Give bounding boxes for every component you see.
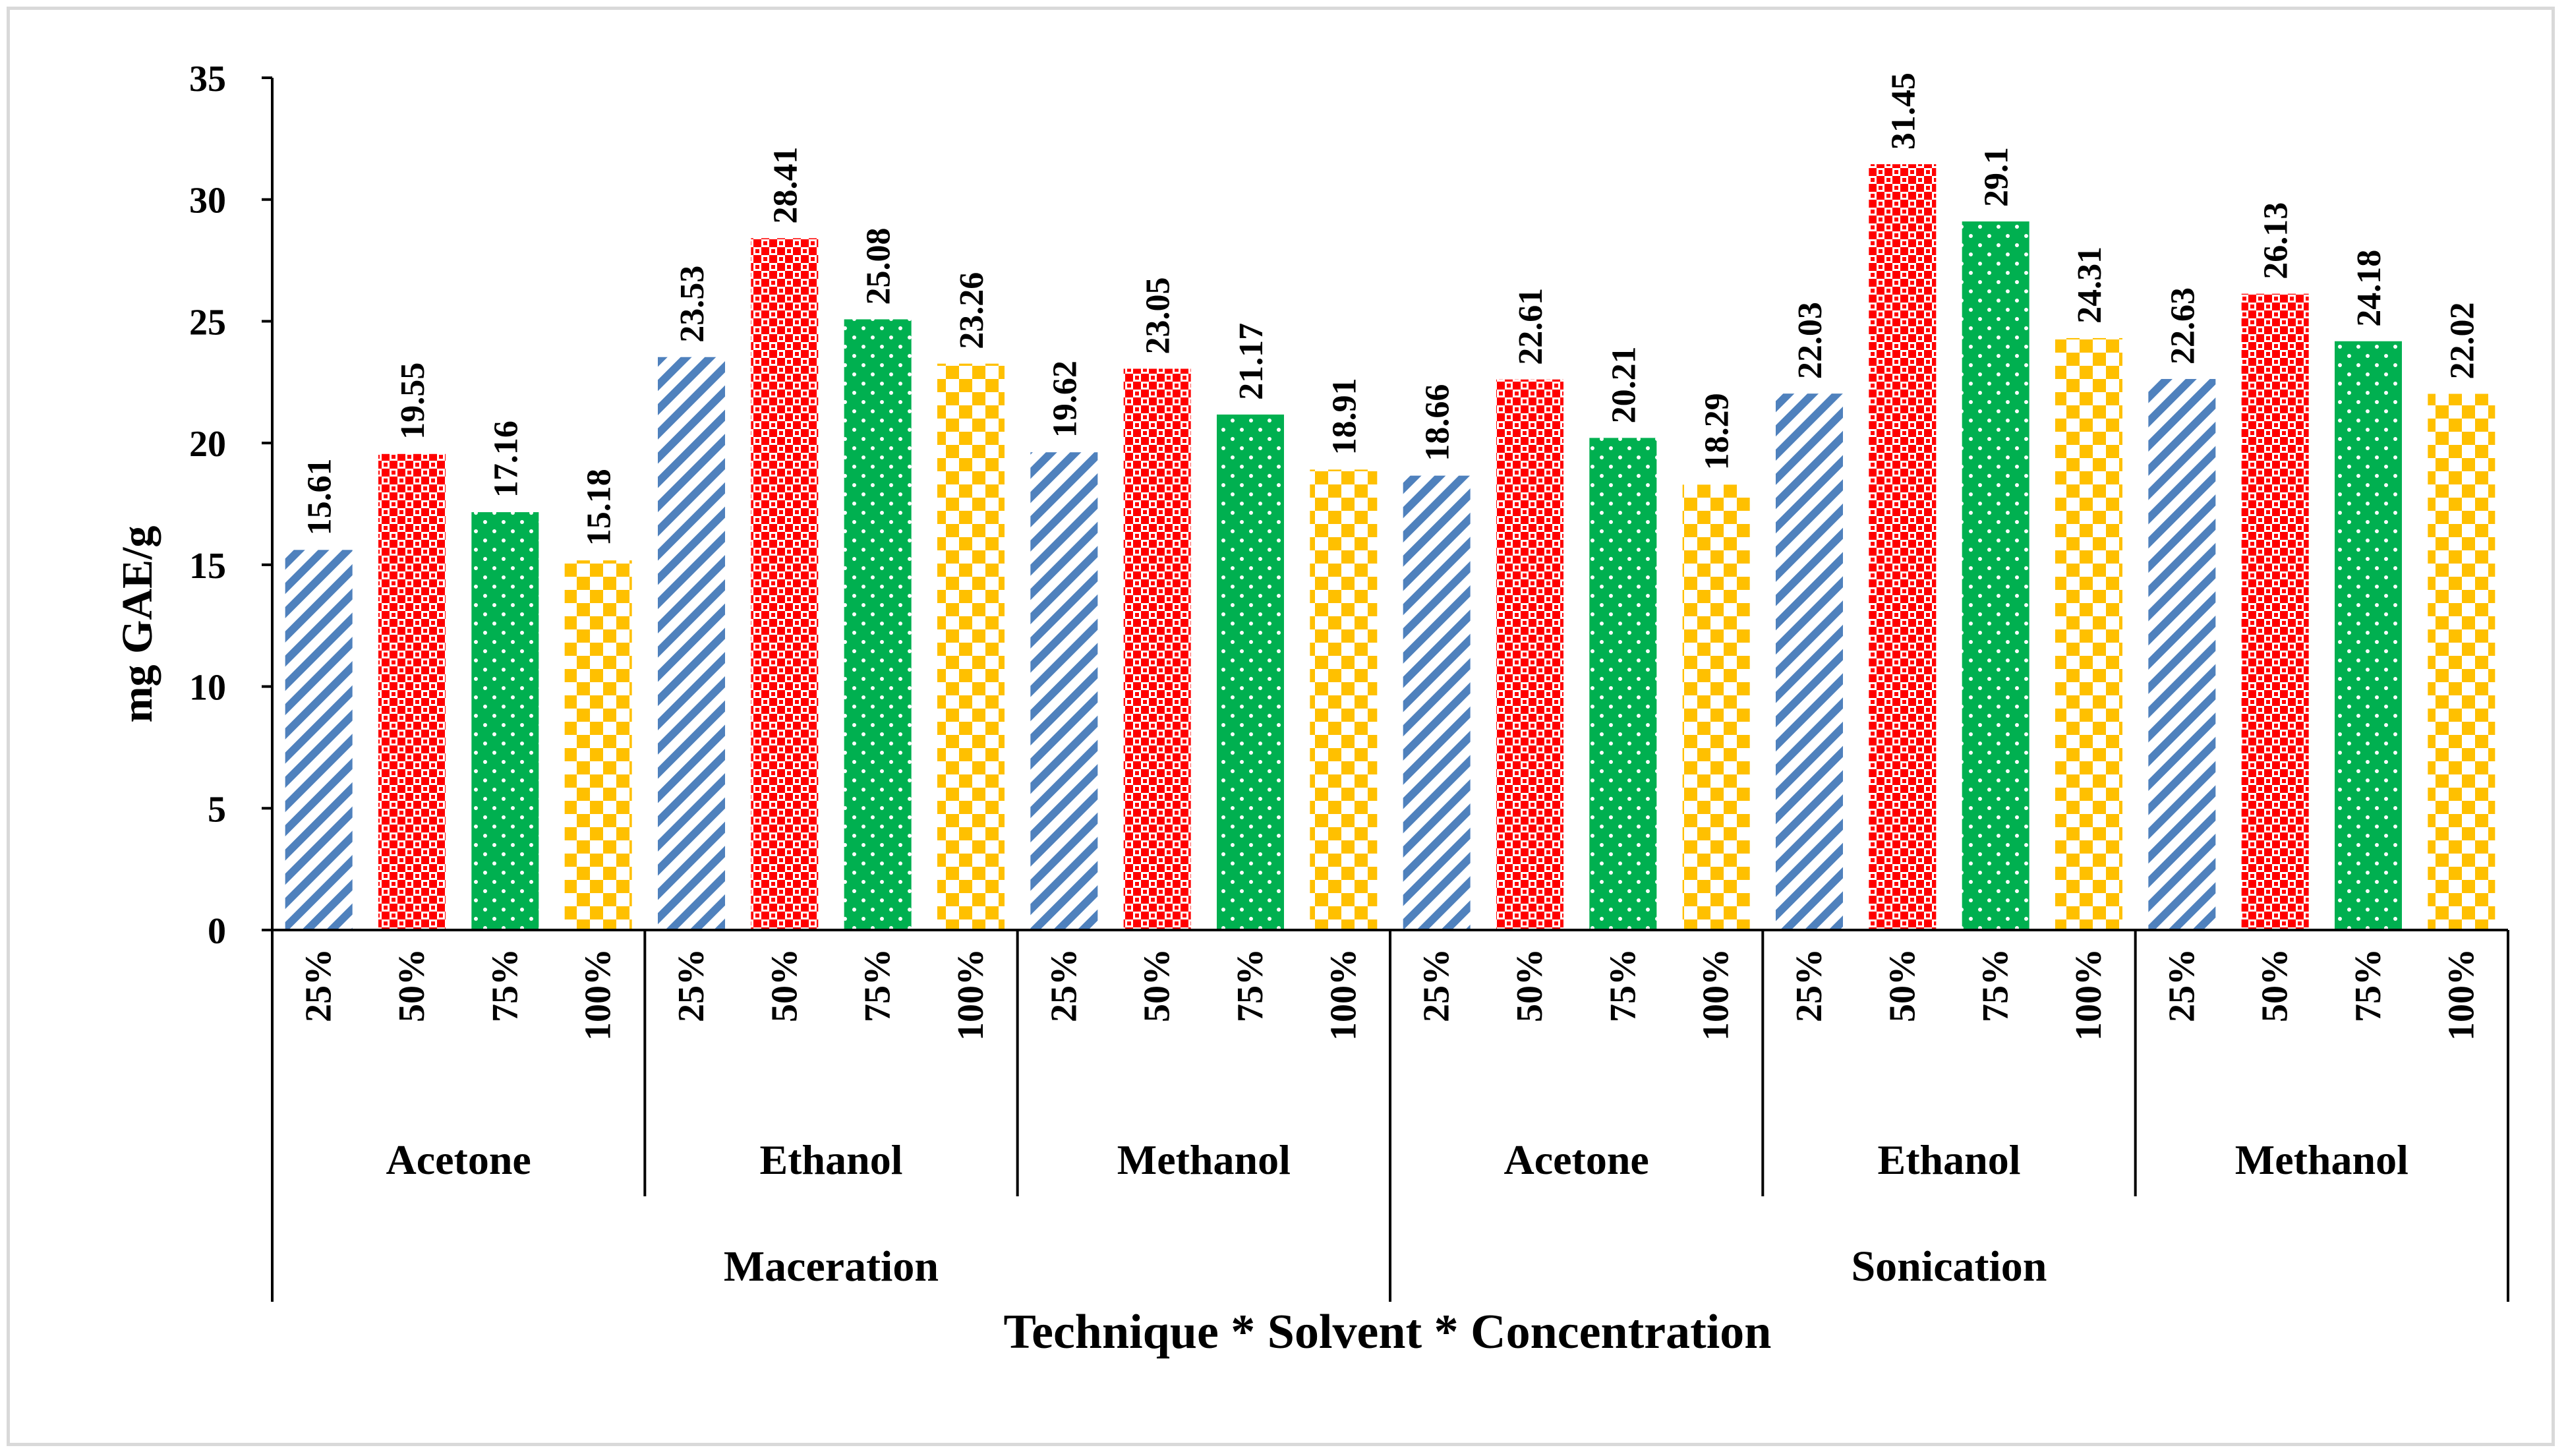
bar — [2055, 337, 2122, 930]
bar — [2241, 293, 2309, 931]
y-axis: 0 5 10 15 20 25 30 35 — [189, 59, 274, 952]
concentration-label: 100% — [2068, 948, 2109, 1041]
y-axis-title: mg GAE/g — [113, 526, 161, 723]
concentration-label: 75% — [1602, 948, 1643, 1022]
bar-chart: 0 5 10 15 20 25 30 35 15.61 19.55 17.16 15.18 23.53… — [113, 59, 2509, 1359]
data-label: 25.08 — [860, 227, 898, 305]
concentration-label: 25% — [671, 948, 712, 1022]
y-tick-label: 5 — [208, 789, 226, 830]
concentration-label: 75% — [858, 948, 898, 1022]
concentration-label: 50% — [392, 948, 432, 1022]
bar — [1403, 475, 1471, 930]
bar — [564, 560, 632, 930]
concentration-label: 100% — [2441, 948, 2482, 1041]
concentration-label: 50% — [1882, 948, 1923, 1022]
concentration-label: 25% — [1789, 948, 1830, 1022]
data-label: 26.13 — [2258, 202, 2295, 279]
data-label: 24.18 — [2350, 250, 2388, 327]
concentration-label: 50% — [764, 948, 805, 1022]
concentration-label: 75% — [2348, 948, 2389, 1022]
data-label: 22.63 — [2164, 287, 2202, 364]
bar — [1776, 393, 1843, 930]
bar — [937, 363, 1005, 930]
concentration-label: 50% — [1137, 948, 1178, 1022]
data-label: 23.05 — [1140, 277, 1177, 354]
concentration-label: 100% — [578, 948, 619, 1041]
concentration-label: 25% — [2161, 948, 2202, 1022]
bar — [1030, 452, 1098, 930]
data-label: 23.26 — [953, 272, 991, 349]
data-label: 22.02 — [2443, 303, 2481, 380]
data-label: 18.29 — [1699, 393, 1736, 470]
solvent-label: Acetone — [1503, 1136, 1649, 1183]
y-tick-label: 0 — [208, 911, 226, 952]
bar — [658, 357, 725, 930]
value-labels: 15.61 19.55 17.16 15.18 23.53 28.41 25.08 23.26… — [301, 73, 2482, 546]
chart-frame: 0 5 10 15 20 25 30 35 15.61 19.55 17.16 15.18 23.53… — [7, 7, 2555, 1446]
bar — [285, 550, 353, 930]
concentration-label: 100% — [1323, 948, 1364, 1041]
bar — [2428, 393, 2495, 930]
bar — [2335, 341, 2402, 930]
data-label: 20.21 — [1605, 346, 1643, 423]
concentration-label: 50% — [1509, 948, 1550, 1022]
bar — [1869, 164, 1937, 931]
bar — [751, 238, 819, 931]
data-label: 22.61 — [1512, 288, 1550, 365]
data-label: 19.55 — [394, 363, 432, 440]
category-axis: 25% 50% 75% 100% Acetone 25% 50% 75% 100% Ethanol… — [271, 929, 2509, 1302]
bar — [2148, 378, 2216, 930]
solvent-label: Ethanol — [760, 1136, 903, 1183]
solvent-label: Methanol — [1117, 1136, 1291, 1183]
data-label: 28.41 — [767, 146, 804, 223]
bar — [844, 319, 912, 930]
y-tick-label: 15 — [189, 546, 226, 587]
data-label: 15.61 — [301, 458, 339, 535]
bar — [471, 512, 539, 930]
bars — [285, 164, 2495, 931]
bar — [1123, 368, 1191, 930]
bar — [1682, 484, 1750, 930]
data-label: 19.62 — [1046, 361, 1084, 438]
concentration-label: 50% — [2255, 948, 2296, 1022]
bar — [378, 453, 446, 930]
data-label: 21.17 — [1233, 323, 1270, 400]
y-tick-label: 20 — [189, 424, 226, 465]
solvent-label: Acetone — [386, 1136, 531, 1183]
y-tick-label: 25 — [189, 302, 226, 343]
bar — [1589, 438, 1657, 930]
data-label: 31.45 — [1884, 73, 1922, 150]
concentration-label: 25% — [299, 948, 339, 1022]
concentration-label: 75% — [1975, 948, 2016, 1022]
technique-label: Sonication — [1851, 1242, 2047, 1291]
x-axis-title: Technique * Solvent * Concentration — [1004, 1305, 1772, 1359]
data-label: 18.66 — [1419, 384, 1457, 461]
data-label: 17.16 — [487, 421, 525, 498]
data-label: 15.18 — [581, 469, 618, 546]
solvent-label: Ethanol — [1878, 1136, 2021, 1183]
solvent-label: Methanol — [2235, 1136, 2408, 1183]
concentration-label: 25% — [1043, 948, 1084, 1022]
data-label: 22.03 — [1792, 302, 1829, 379]
concentration-label: 75% — [1230, 948, 1271, 1022]
concentration-label: 75% — [484, 948, 525, 1022]
y-tick-label: 35 — [189, 59, 226, 100]
concentration-label: 25% — [1416, 948, 1457, 1022]
concentration-label: 100% — [950, 948, 991, 1041]
y-tick-label: 10 — [189, 668, 226, 709]
data-label: 29.1 — [1978, 147, 2016, 207]
technique-label: Maceration — [724, 1242, 939, 1291]
y-tick-label: 30 — [189, 181, 226, 221]
concentration-label: 100% — [1696, 948, 1737, 1041]
bar — [1962, 221, 2029, 930]
data-label: 18.91 — [1326, 378, 1363, 455]
data-label: 24.31 — [2071, 247, 2109, 324]
bar — [1496, 379, 1563, 930]
bar — [1310, 469, 1378, 930]
bar — [1217, 414, 1284, 930]
data-label: 23.53 — [674, 266, 711, 343]
